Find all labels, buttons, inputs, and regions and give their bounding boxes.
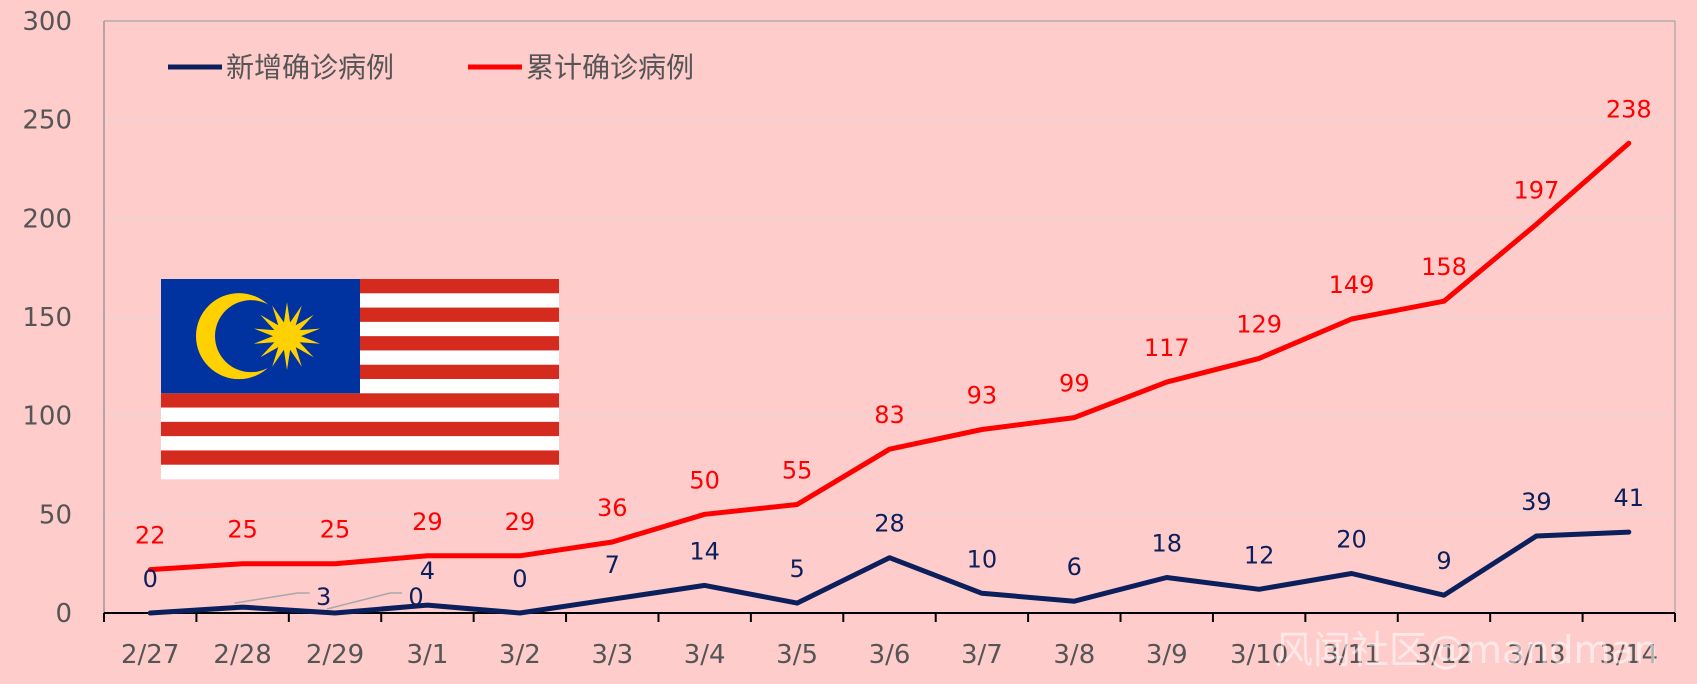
flag-stripe bbox=[161, 436, 559, 451]
y-tick-label: 200 bbox=[22, 204, 72, 234]
series-line-total bbox=[147, 140, 1632, 573]
flag-stripe bbox=[161, 407, 559, 423]
x-tick-label: 3/11 bbox=[1322, 640, 1380, 670]
x-tick-label: 3/3 bbox=[591, 640, 633, 670]
data-label-total: 117 bbox=[1144, 334, 1190, 362]
flag-stripe bbox=[161, 393, 559, 408]
y-tick-label: 250 bbox=[22, 106, 72, 136]
data-label-total: 83 bbox=[874, 401, 905, 429]
flag-stripe bbox=[161, 450, 559, 466]
data-label-total: 99 bbox=[1059, 370, 1090, 398]
data-label-new: 20 bbox=[1336, 526, 1367, 554]
y-tick-label: 50 bbox=[39, 500, 72, 530]
data-label-total: 149 bbox=[1329, 271, 1375, 299]
x-tick-label: 3/9 bbox=[1146, 640, 1188, 670]
data-label-total: 55 bbox=[782, 456, 813, 484]
x-tick-label: 3/10 bbox=[1230, 640, 1288, 670]
legend: 新增确诊病例 累计确诊病例 bbox=[168, 51, 694, 84]
x-tick-label: 3/6 bbox=[869, 640, 911, 670]
data-label-new: 5 bbox=[789, 555, 804, 583]
data-label-leader bbox=[326, 592, 403, 610]
data-label-new: 41 bbox=[1614, 484, 1645, 512]
x-tick-label: 2/29 bbox=[306, 640, 364, 670]
data-label-new: 39 bbox=[1521, 488, 1552, 516]
x-tick-label: 3/8 bbox=[1053, 640, 1095, 670]
y-tick-label: 300 bbox=[22, 7, 72, 37]
data-label-total: 197 bbox=[1513, 176, 1559, 204]
data-label-new: 10 bbox=[967, 545, 998, 573]
x-tick-label: 3/14 bbox=[1600, 640, 1658, 670]
data-label-total: 29 bbox=[505, 508, 536, 536]
data-label-total: 29 bbox=[412, 508, 443, 536]
data-label-new: 0 bbox=[512, 565, 527, 593]
data-label-total: 22 bbox=[135, 522, 166, 550]
series-lines bbox=[147, 140, 1632, 616]
x-tick-label: 2/27 bbox=[121, 640, 179, 670]
x-tick-label: 3/2 bbox=[499, 640, 541, 670]
data-label-new: 0 bbox=[408, 583, 423, 611]
data-label-new: 3 bbox=[316, 583, 331, 611]
data-label-total: 238 bbox=[1606, 95, 1652, 123]
data-label-new: 28 bbox=[874, 510, 905, 538]
data-label-total: 93 bbox=[967, 381, 998, 409]
data-label-new: 9 bbox=[1436, 547, 1451, 575]
data-label-new: 7 bbox=[605, 551, 620, 579]
flag-stripe bbox=[161, 421, 559, 437]
star-icon bbox=[253, 302, 321, 371]
series-line-new bbox=[147, 529, 1632, 616]
data-label-total: 25 bbox=[227, 516, 258, 544]
axes bbox=[103, 20, 1676, 622]
x-tick-label: 3/4 bbox=[684, 640, 726, 670]
x-axis-ticks: 2/27 2/28 2/29 3/1 3/2 3/3 3/4 3/5 3/6 3/7 3/8 3/9 3… bbox=[121, 640, 1658, 670]
data-label-new: 0 bbox=[143, 565, 158, 593]
data-label-total: 158 bbox=[1421, 253, 1467, 281]
watermark: 风闻社区@mandman bbox=[1275, 628, 1658, 672]
data-label-total: 129 bbox=[1236, 310, 1282, 338]
y-axis-ticks: 0 50 100 150 200 250 300 bbox=[22, 7, 72, 629]
x-tick-label: 2/28 bbox=[213, 640, 271, 670]
data-label-new: 4 bbox=[420, 557, 435, 585]
data-label-new: 14 bbox=[689, 537, 720, 565]
data-label-new: 12 bbox=[1244, 541, 1275, 569]
x-tick-label: 3/5 bbox=[776, 640, 818, 670]
data-label-new: 18 bbox=[1151, 529, 1182, 557]
legend-label-total: 累计确诊病例 bbox=[526, 51, 694, 84]
data-label-total: 50 bbox=[689, 466, 720, 494]
data-label-total: 36 bbox=[597, 494, 628, 522]
y-tick-label: 100 bbox=[22, 402, 72, 432]
flag-stripe bbox=[161, 464, 559, 480]
legend-label-new: 新增确诊病例 bbox=[226, 51, 394, 84]
x-tick-label: 3/12 bbox=[1415, 640, 1473, 670]
crescent-inner bbox=[215, 300, 287, 373]
x-tick-label: 3/13 bbox=[1507, 640, 1565, 670]
y-tick-label: 150 bbox=[22, 303, 72, 333]
x-tick-label: 3/7 bbox=[961, 640, 1003, 670]
x-tick-label: 3/1 bbox=[407, 640, 449, 670]
data-label-total: 25 bbox=[320, 516, 351, 544]
y-tick-label: 0 bbox=[55, 599, 72, 629]
malaysia-flag-icon bbox=[161, 279, 559, 480]
data-label-leader bbox=[234, 592, 310, 604]
data-label-new: 6 bbox=[1067, 553, 1082, 581]
